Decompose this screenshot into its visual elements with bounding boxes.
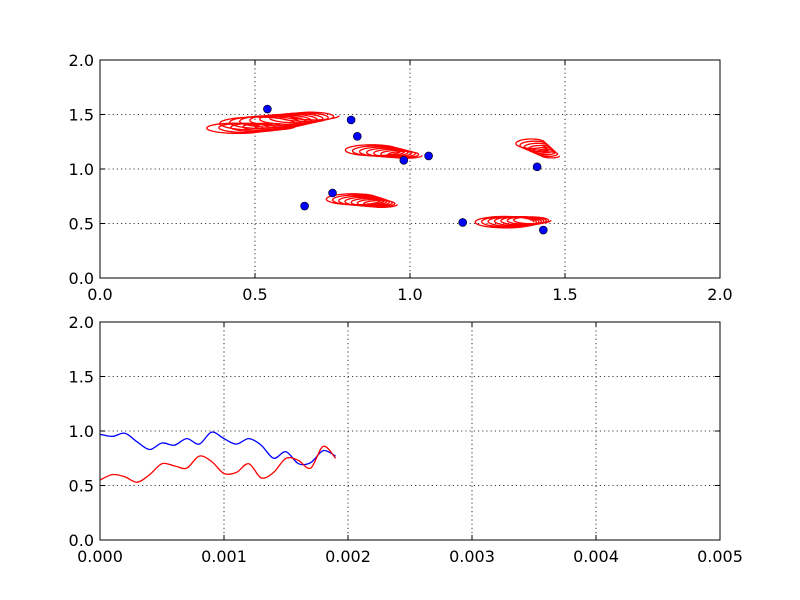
trajectory-trail bbox=[206, 122, 296, 135]
particle-point bbox=[352, 132, 362, 141]
bottom-x-tick-label: 0.005 bbox=[697, 547, 743, 566]
trajectory-trail bbox=[474, 215, 552, 229]
particle-point bbox=[532, 162, 542, 172]
particle-point bbox=[538, 225, 548, 235]
particle-point bbox=[300, 201, 309, 211]
trajectory-trail bbox=[344, 144, 423, 159]
particle-point bbox=[424, 151, 433, 161]
bottom-y-tick-label: 0.0 bbox=[69, 531, 94, 550]
top-x-tick-label: 0.5 bbox=[242, 285, 267, 304]
series-line-red bbox=[99, 445, 337, 483]
bottom-x-tick-label: 0.002 bbox=[325, 547, 371, 566]
top-axes-frame bbox=[99, 59, 721, 279]
series-line-blue bbox=[99, 431, 336, 466]
top-x-tick-label: 2.0 bbox=[707, 285, 732, 304]
top-y-tick-label: 0.5 bbox=[69, 215, 94, 234]
top-x-tick-label: 1.0 bbox=[397, 285, 422, 304]
particle-point bbox=[346, 115, 356, 125]
particle-point bbox=[263, 104, 272, 114]
trajectory-trail bbox=[515, 138, 561, 159]
top-y-tick-label: 0.0 bbox=[69, 269, 94, 288]
top-x-tick-label: 1.5 bbox=[552, 285, 577, 304]
bottom-y-tick-label: 1.0 bbox=[69, 422, 94, 441]
bottom-x-tick-label: 0.004 bbox=[573, 547, 619, 566]
bottom-x-tick-label: 0.001 bbox=[201, 547, 247, 566]
bottom-y-tick-label: 2.0 bbox=[69, 313, 94, 332]
bottom-plot: 0.000 0.001 0.002 0.003 0.004 0.005 0.0 0.5 1.0 1… bbox=[69, 313, 743, 566]
top-y-tick-label: 1.0 bbox=[69, 160, 94, 179]
bottom-y-tick-label: 1.5 bbox=[69, 368, 94, 387]
top-y-tick-label: 2.0 bbox=[69, 51, 94, 70]
bottom-x-tick-label: 0.000 bbox=[77, 547, 123, 566]
bottom-axes-frame bbox=[99, 321, 721, 541]
top-x-tick-label: 0.0 bbox=[87, 285, 112, 304]
bottom-y-tick-label: 0.5 bbox=[69, 477, 94, 496]
trajectory-trail bbox=[325, 193, 399, 208]
particle-point bbox=[399, 155, 409, 165]
top-y-tick-label: 1.5 bbox=[69, 106, 94, 125]
particle-point bbox=[328, 188, 337, 198]
trajectory-trail bbox=[219, 111, 340, 131]
bottom-x-tick-label: 0.003 bbox=[449, 547, 495, 566]
particle-point bbox=[458, 218, 468, 227]
top-plot: 0.0 0.5 1.0 1.5 2.0 0.0 0.5 1.0 1.5 2.0 bbox=[69, 51, 733, 304]
